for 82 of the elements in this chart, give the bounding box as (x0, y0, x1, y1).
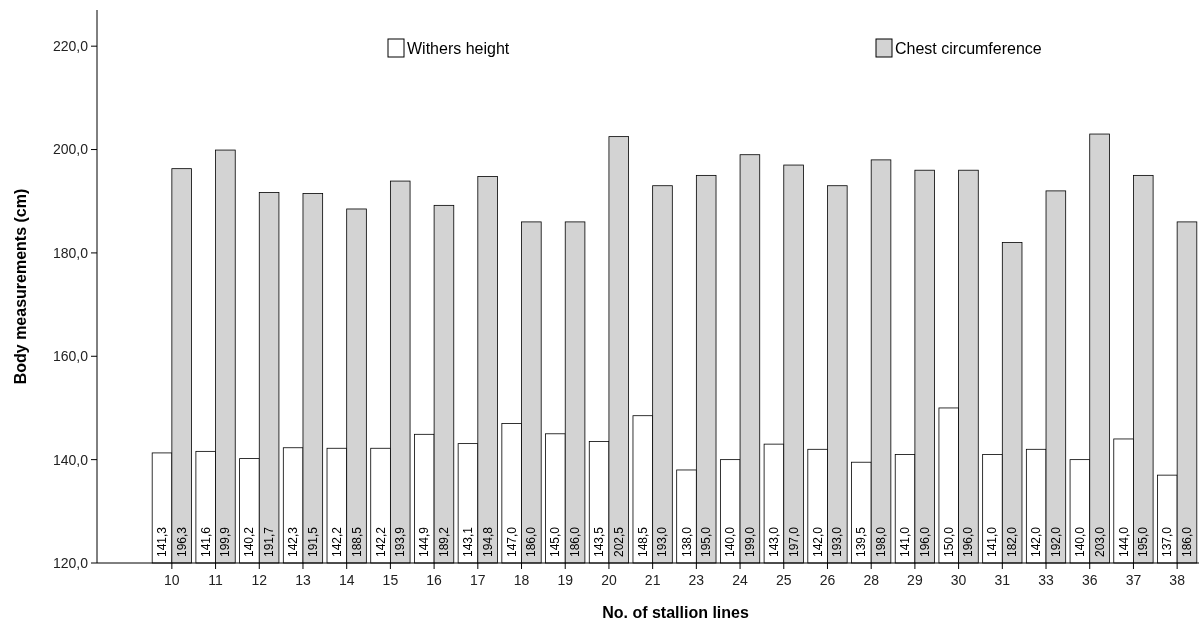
x-tick-label: 11 (208, 572, 224, 588)
data-label: 145,0 (548, 526, 563, 557)
data-label: 196,0 (917, 526, 932, 557)
data-label: 142,2 (373, 526, 388, 557)
y-tick-label: 180,0 (52, 244, 89, 261)
x-tick-label: 10 (164, 572, 180, 588)
x-tick-label: 19 (557, 572, 574, 588)
data-label: 193,9 (393, 526, 408, 557)
x-tick-label: 23 (688, 572, 705, 588)
x-tick-label: 15 (382, 572, 399, 588)
legend-label: Withers height (407, 39, 510, 57)
y-tick-label: 220,0 (52, 38, 89, 55)
x-tick-label: 28 (863, 572, 880, 588)
data-label: 148,5 (635, 526, 650, 557)
data-label: 142,0 (810, 526, 825, 557)
x-tick-label: 24 (732, 572, 749, 588)
y-tick-label: 120,0 (52, 554, 89, 571)
data-label: 144,9 (417, 526, 432, 557)
x-tick-label: 31 (994, 572, 1011, 588)
data-label: 143,1 (460, 526, 475, 557)
x-tick-label: 12 (251, 572, 268, 588)
data-label: 137,0 (1160, 526, 1175, 557)
x-tick-label: 17 (470, 572, 486, 588)
data-label: 144,0 (1116, 526, 1131, 557)
x-tick-label: 20 (601, 572, 617, 588)
x-tick-label: 13 (295, 572, 311, 588)
x-tick-label: 18 (513, 572, 530, 588)
data-label: 182,0 (1005, 526, 1020, 557)
data-label: 193,0 (830, 526, 845, 557)
data-label: 138,0 (679, 526, 694, 557)
data-label: 142,0 (1029, 526, 1044, 557)
x-tick-label: 26 (819, 572, 836, 588)
data-label: 195,0 (1136, 526, 1151, 557)
data-label: 198,0 (874, 526, 889, 557)
data-label: 199,0 (742, 526, 757, 557)
data-label: 186,0 (1179, 526, 1194, 557)
data-label: 199,9 (218, 526, 233, 557)
data-label: 191,7 (262, 526, 277, 557)
x-tick-label: 16 (426, 572, 443, 588)
x-tick-label: 25 (775, 572, 792, 588)
data-label: 141,0 (985, 526, 1000, 557)
data-label: 195,0 (699, 526, 714, 557)
data-label: 142,3 (286, 526, 301, 557)
y-tick-label: 160,0 (52, 348, 89, 365)
data-label: 202,5 (611, 526, 626, 557)
data-label: 140,0 (1072, 526, 1087, 557)
x-tick-label: 21 (644, 572, 661, 588)
data-label: 189,2 (436, 526, 451, 557)
data-label: 141,3 (155, 526, 170, 557)
data-label: 193,0 (655, 526, 670, 557)
data-label: 140,0 (723, 526, 738, 557)
legend-label: Chest circumference (895, 39, 1042, 57)
data-label: 142,2 (329, 526, 344, 557)
data-label: 147,0 (504, 526, 519, 557)
x-tick-label: 37 (1125, 572, 1142, 588)
data-label: 143,0 (766, 526, 781, 557)
data-label: 140,2 (242, 526, 257, 557)
data-label: 188,5 (349, 526, 364, 557)
x-tick-label: 14 (338, 572, 355, 588)
x-tick-label: 33 (1038, 572, 1055, 588)
data-label: 196,0 (961, 526, 976, 557)
x-tick-label: 29 (907, 572, 923, 588)
y-tick-label: 200,0 (52, 141, 89, 158)
data-label: 196,3 (174, 526, 189, 557)
x-tick-label: 38 (1169, 572, 1186, 588)
x-tick-label: 36 (1081, 572, 1098, 588)
data-label: 143,5 (592, 526, 607, 557)
data-label: 191,5 (305, 526, 320, 557)
data-label: 186,0 (568, 526, 583, 557)
data-label: 194,8 (480, 526, 495, 557)
data-label: 150,0 (941, 526, 956, 557)
data-label: 203,0 (1092, 526, 1107, 557)
data-label: 141,6 (198, 526, 213, 557)
y-axis-title: Body measurements (cm) (12, 188, 29, 385)
x-axis-title: No. of stallion lines (602, 604, 749, 621)
y-tick-label: 140,0 (52, 451, 89, 468)
data-label: 139,5 (854, 526, 869, 557)
data-label: 192,0 (1048, 526, 1063, 557)
data-label: 186,0 (524, 526, 539, 557)
data-label: 141,0 (898, 526, 913, 557)
x-tick-label: 30 (950, 572, 967, 588)
data-label: 197,0 (786, 526, 801, 557)
